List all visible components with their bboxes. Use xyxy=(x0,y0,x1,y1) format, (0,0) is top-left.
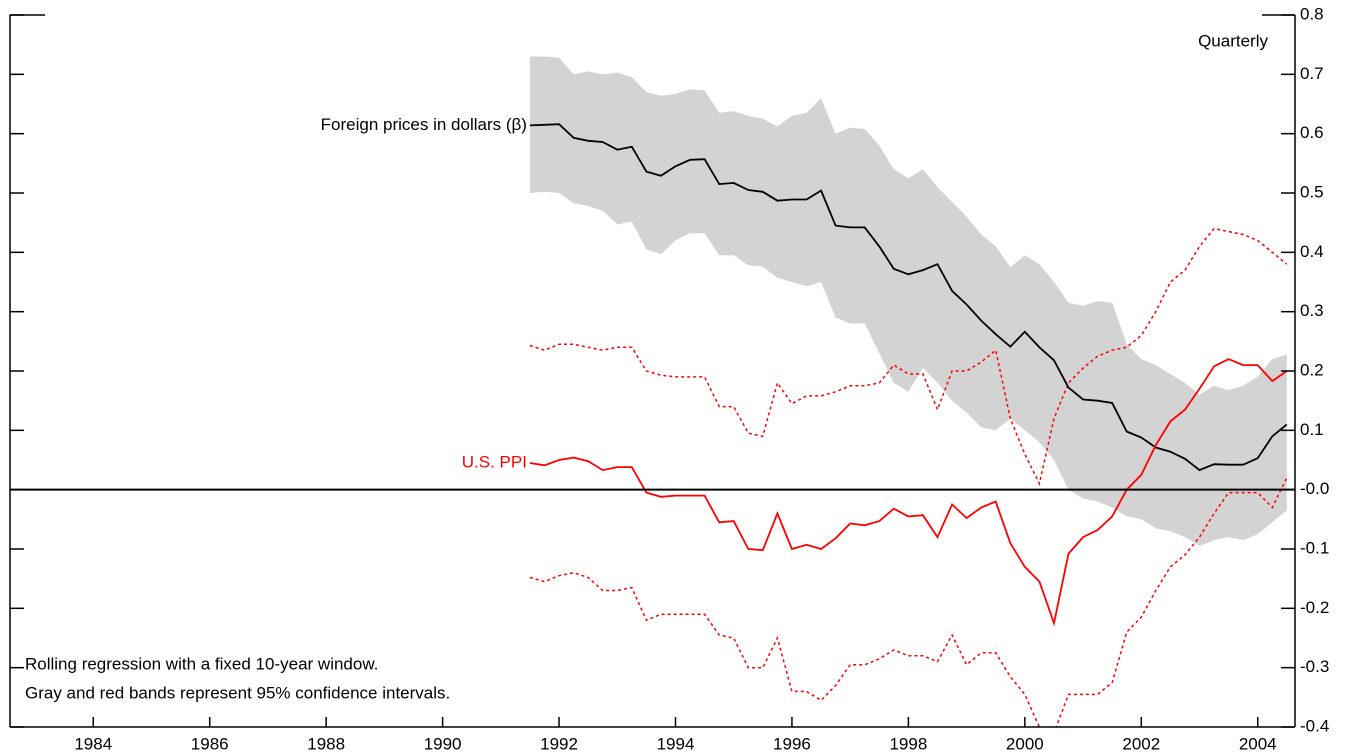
annotation: Rolling regression with a fixed 10-year … xyxy=(25,654,378,673)
series-line xyxy=(529,123,1288,472)
x-tick-label: 1986 xyxy=(191,734,229,753)
x-tick-label: 1988 xyxy=(307,734,345,753)
y-tick-label: 0.4 xyxy=(1300,242,1324,261)
series-line xyxy=(529,358,1288,627)
y-tick-label: 0.3 xyxy=(1300,301,1324,320)
y-tick-label: 0.5 xyxy=(1300,182,1324,201)
x-tick-label: 2002 xyxy=(1122,734,1160,753)
y-tick-label: 0.1 xyxy=(1300,420,1324,439)
x-tick-label: 1994 xyxy=(657,734,695,753)
x-tick-label: 1996 xyxy=(773,734,811,753)
x-tick-label: 1998 xyxy=(889,734,927,753)
x-tick-label: 2004 xyxy=(1239,734,1277,753)
x-tick-label: 1984 xyxy=(74,734,112,753)
y-tick-label: -0.4 xyxy=(1300,716,1329,735)
confidence-band xyxy=(529,56,1287,546)
y-tick-label: 0.2 xyxy=(1300,360,1324,379)
annotation: Gray and red bands represent 95% confide… xyxy=(25,683,450,702)
y-tick-label: 0.7 xyxy=(1300,64,1324,83)
series-label: U.S. PPI xyxy=(462,452,527,471)
y-tick-label: -0.3 xyxy=(1300,657,1329,676)
plot-area xyxy=(529,56,1288,727)
confidence-bound xyxy=(529,227,1288,486)
x-tick-label: 2000 xyxy=(1006,734,1044,753)
y-tick-label: 0.6 xyxy=(1300,123,1324,142)
annotation: Quarterly xyxy=(1198,31,1268,50)
y-tick-label: -0.1 xyxy=(1300,538,1329,557)
confidence-bound xyxy=(529,477,1288,727)
y-tick-label: -0.2 xyxy=(1300,598,1329,617)
series-label: Foreign prices in dollars (β) xyxy=(321,115,527,134)
y-tick-label: -0.0 xyxy=(1300,479,1329,498)
y-tick-label: 0.8 xyxy=(1300,4,1324,23)
x-tick-label: 1990 xyxy=(424,734,462,753)
x-tick-label: 1992 xyxy=(540,734,578,753)
